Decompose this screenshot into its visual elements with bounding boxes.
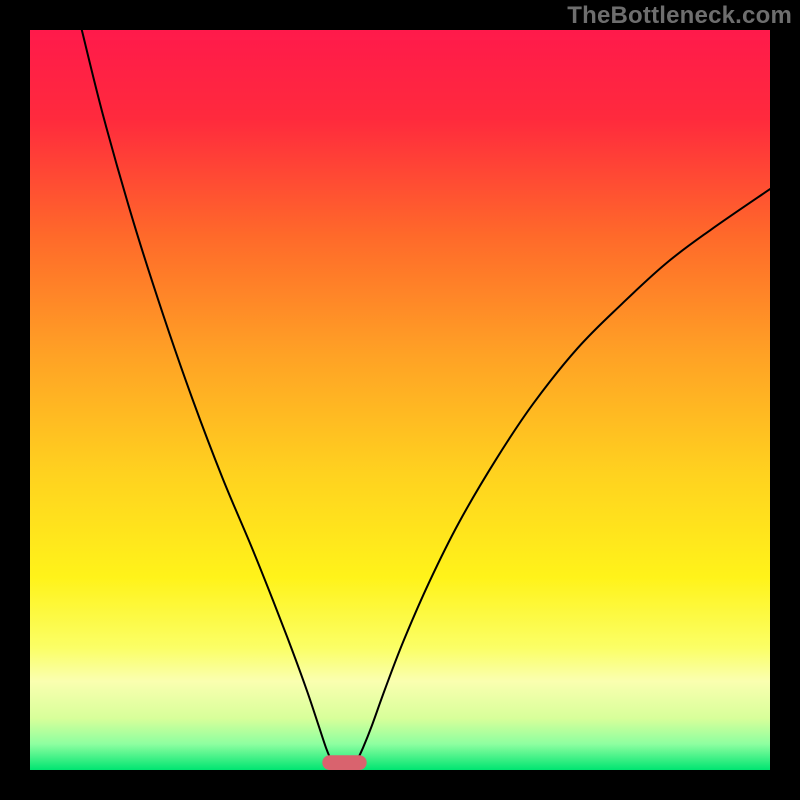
chart-frame: TheBottleneck.com [0,0,800,800]
plot-background [30,30,770,770]
target-marker [322,755,366,770]
bottleneck-chart [0,0,800,800]
watermark-text: TheBottleneck.com [567,2,792,30]
